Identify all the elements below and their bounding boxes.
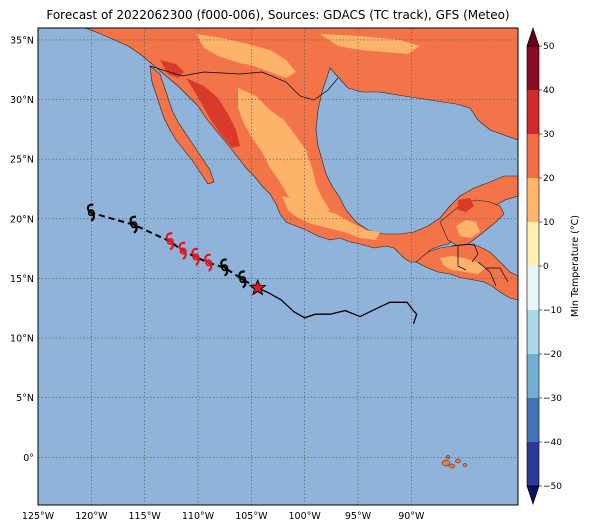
colorbar-segment <box>527 90 539 135</box>
land-warm-mexico <box>238 88 330 214</box>
country-borders <box>149 65 509 287</box>
gridlines <box>38 28 518 505</box>
colorbar-segment <box>527 266 539 311</box>
lat-tick-label: 15°N <box>10 274 34 285</box>
lon-tick-label: 90°W <box>398 511 425 522</box>
colorbar-top-extend <box>526 27 540 47</box>
cyclone-icon <box>191 247 200 266</box>
colorbar-segment <box>527 354 539 399</box>
cyclone-arm <box>178 241 187 260</box>
past-track-line <box>257 287 418 324</box>
lon-tick-label: 105°W <box>235 511 268 522</box>
colorbar-segment <box>527 222 539 267</box>
cyclone-arm <box>191 247 200 266</box>
longitude-labels: 125°W 120°W 115°W 110°W 105°W 100°W 95°W 90°W <box>22 511 425 522</box>
forecast-track-line <box>91 211 259 289</box>
lat-tick-label: 0° <box>23 453 34 464</box>
cyclone-arm <box>220 258 229 277</box>
colorbar-segment <box>527 134 539 179</box>
colorbar-segment <box>527 442 539 487</box>
lon-tick-label: 110°W <box>182 511 215 522</box>
lon-tick-label: 120°W <box>75 511 108 522</box>
cyclone-arm <box>86 203 95 222</box>
colorbar-segment <box>527 398 539 443</box>
lat-tick-label: 20°N <box>10 214 34 225</box>
map-title: Forecast of 2022062300 (f000-006), Sourc… <box>46 8 510 22</box>
colorbar-tick-label: 0 <box>543 262 549 272</box>
colorbar-title: Min Temperature (°C) <box>570 215 581 317</box>
cyclone-icon <box>86 203 95 222</box>
land-warm-guatemala <box>440 256 486 274</box>
lat-tick-label: 30°N <box>10 95 34 106</box>
cyclone-eye <box>166 238 174 245</box>
cyclone-icon <box>204 253 213 272</box>
cyclone-eye <box>130 221 138 229</box>
land-warm-yucatan <box>456 220 480 238</box>
colorbar-tick-label: 20 <box>543 174 555 184</box>
cyclone-icon <box>220 258 229 277</box>
land-layer <box>84 28 518 469</box>
colorbar-tick-label: −10 <box>543 306 562 316</box>
cyclone-arm <box>165 232 174 251</box>
colorbar-tick-label: 10 <box>543 218 555 228</box>
colorbar: 50 40 30 20 10 0 −10 −20 −30 −40 −50 <box>526 27 562 505</box>
lat-tick-label: 35°N <box>10 35 34 46</box>
colorbar-tick-label: −50 <box>543 482 562 492</box>
cyclone-icon <box>238 270 247 289</box>
colorbar-segment <box>527 178 539 223</box>
current-position-star <box>248 278 267 296</box>
cyclone-arm <box>204 253 213 272</box>
cyclone-eye <box>87 209 95 217</box>
gulf-of-mexico <box>315 67 518 235</box>
colorbar-tick-label: −20 <box>543 350 562 360</box>
land-very-hot-sonora <box>186 78 240 148</box>
lat-tick-label: 10°N <box>10 334 34 345</box>
cyclone-track <box>86 203 418 324</box>
cyclone-eye <box>192 253 200 261</box>
lat-tick-label: 25°N <box>10 155 34 166</box>
cyclone-eye <box>205 259 213 267</box>
land-very-hot-baja <box>160 60 184 78</box>
lon-tick-label: 115°W <box>129 511 162 522</box>
land-warm-north2 <box>320 34 420 54</box>
latitude-labels: 35°N 30°N 25°N 20°N 15°N 10°N 5°N 0° <box>10 35 34 463</box>
colorbar-segment <box>527 310 539 355</box>
lon-tick-label: 100°W <box>289 511 322 522</box>
lon-tick-label: 95°W <box>345 511 372 522</box>
lat-tick-label: 5°N <box>16 393 34 404</box>
colorbar-tick-label: 50 <box>543 42 555 52</box>
cyclone-arm <box>129 215 138 234</box>
land-warm-plateau <box>282 196 380 240</box>
colorbar-tick-label: −30 <box>543 394 562 404</box>
colorbar-tick-label: 30 <box>543 130 555 140</box>
cyclone-eye <box>221 264 229 272</box>
cyclone-arm <box>238 270 247 289</box>
cyclone-eye <box>239 276 247 284</box>
colorbar-bottom-extend <box>526 485 540 505</box>
cyclone-eye <box>179 247 187 255</box>
cyclone-icon <box>129 215 138 234</box>
map-frame <box>37 27 519 506</box>
cyclone-icon <box>165 232 174 251</box>
galapagos-islands <box>441 455 468 469</box>
lon-tick-label: 125°W <box>22 511 55 522</box>
land-warm-north <box>196 34 296 78</box>
cyclone-icon <box>178 241 187 260</box>
colorbar-tick-label: 40 <box>543 86 555 96</box>
land-very-hot-yucatan <box>458 198 474 212</box>
colorbar-tick-label: −40 <box>543 438 562 448</box>
colorbar-segment <box>527 46 539 91</box>
